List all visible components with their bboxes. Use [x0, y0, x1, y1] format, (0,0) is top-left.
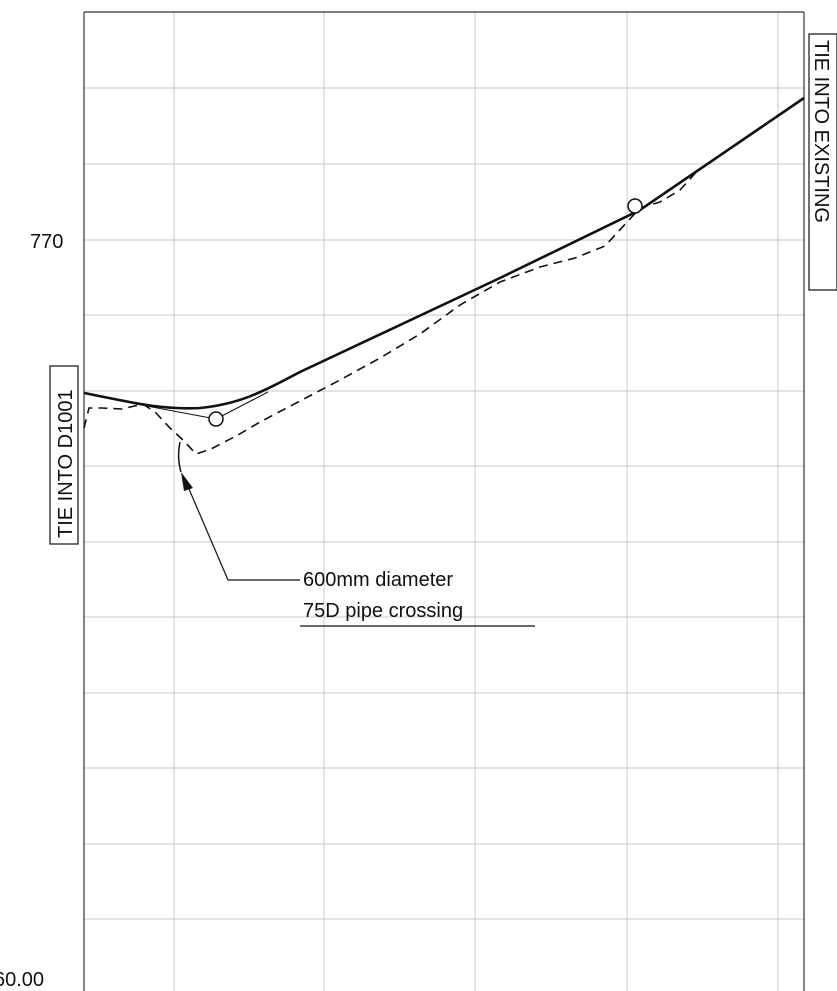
proposed-profile-line [83, 96, 805, 410]
low-point-leader [135, 403, 217, 420]
elevation-label-upper: 770 [30, 231, 63, 253]
low-point-marker [208, 411, 224, 427]
left-tie-in-box [49, 365, 79, 545]
callout-arrowhead-icon [181, 472, 193, 491]
crossing-note-line-1: 600mm diameter [303, 569, 453, 591]
crossing-note-line-2: 75D pipe crossing [303, 600, 463, 622]
profile-frame [83, 11, 805, 991]
right-tie-in-box [808, 33, 837, 291]
elevation-label-lower: 60.00 [0, 969, 44, 991]
crossing-callout-leader [181, 472, 535, 627]
left-tie-in-label: TIE INTO D1001 [49, 365, 79, 545]
pipe-crossing-marker [177, 441, 182, 473]
right-tie-in-text: TIE INTO EXISTING [810, 40, 832, 223]
right-tie-in-label: TIE INTO EXISTING [808, 33, 837, 291]
grade-break-marker [627, 198, 643, 214]
left-tie-in-text: TIE INTO D1001 [55, 389, 77, 538]
grid [84, 12, 804, 991]
low-point-leader [215, 391, 269, 420]
